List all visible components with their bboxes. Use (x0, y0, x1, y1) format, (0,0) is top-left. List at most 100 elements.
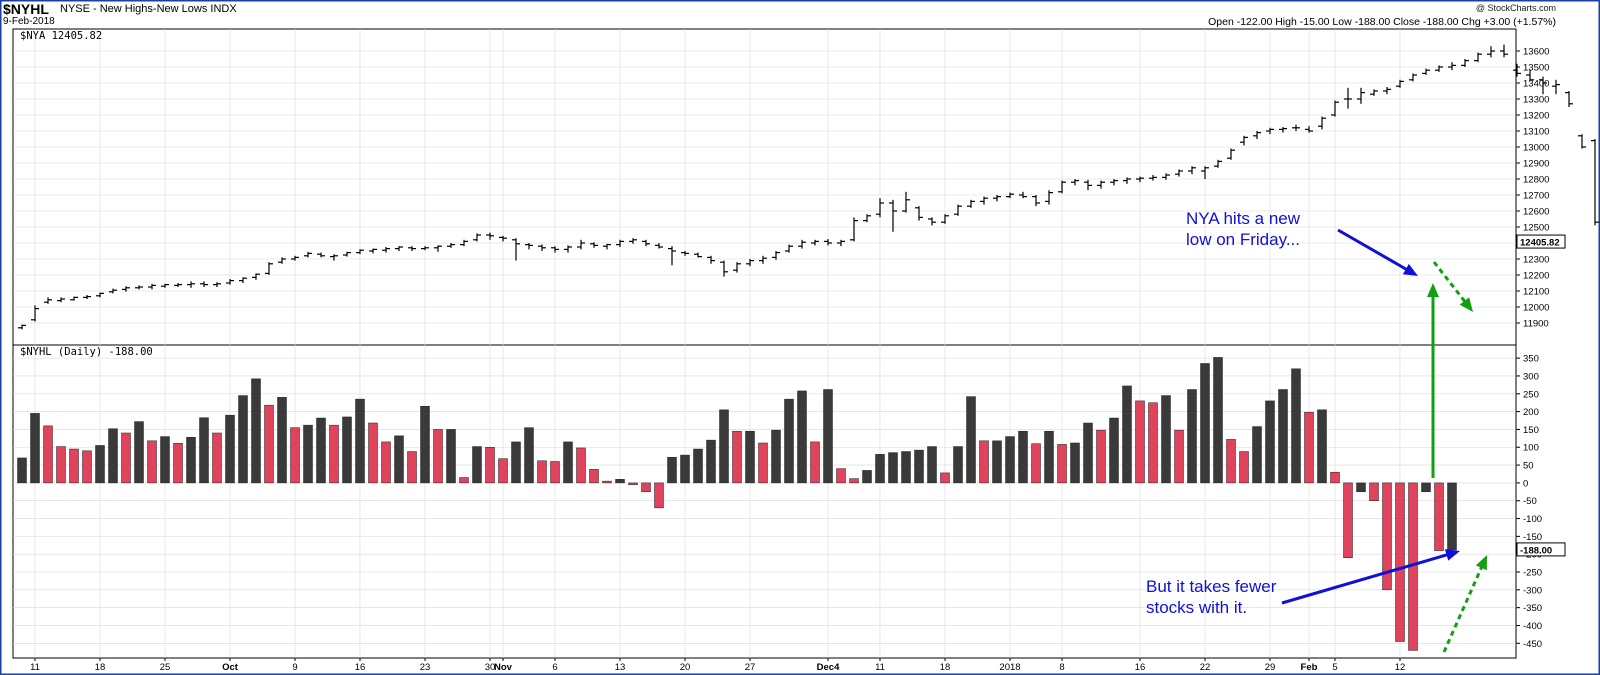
nyhl-y-tick-label: 0 (1523, 478, 1528, 489)
nyhl-bar (628, 482, 638, 485)
nyhl-bar (966, 396, 976, 484)
nyhl-bar (1070, 442, 1080, 484)
nyhl-bar (862, 470, 872, 484)
price-y-tick-label: 12600 (1523, 207, 1549, 218)
nyhl-bar (368, 422, 378, 484)
nyhl-bar (940, 472, 950, 484)
nyhl-bar (836, 468, 846, 484)
nyhl-bar (199, 417, 209, 484)
nyhl-bar (914, 449, 924, 484)
blue-arrow-top (1337, 228, 1411, 273)
nyhl-bar (69, 448, 79, 484)
green-dotted-arrow-bottom-head (1475, 555, 1487, 571)
nyhl-bar (589, 469, 599, 484)
nyhl-bar (927, 446, 937, 484)
nyhl-bar (615, 479, 625, 484)
nyhl-bar (563, 441, 573, 484)
nyhl-bar (342, 416, 352, 484)
price-panel-label: $NYA 12405.82 (20, 30, 103, 42)
nyhl-bar (537, 460, 547, 484)
nyhl-y-tick-label: -100 (1523, 514, 1542, 525)
nyhl-bar (407, 451, 417, 484)
nyhl-last-value-tag: -188.00 (1516, 542, 1566, 557)
nyhl-bar (1421, 482, 1431, 493)
quote-summary: Open -122.00 High -15.00 Low -188.00 Clo… (1208, 16, 1556, 28)
nyhl-bar (654, 482, 664, 509)
x-tick-label: 16 (1135, 662, 1146, 673)
nyhl-bar (329, 424, 339, 484)
nyhl-y-tick-label: 200 (1523, 407, 1539, 418)
nyhl-bar (875, 454, 885, 484)
ticker-tag: INDX (210, 3, 237, 15)
blue-arrow-bottom-head (1444, 549, 1460, 561)
nyhl-bar (121, 432, 131, 484)
nyhl-bar (1317, 409, 1327, 484)
price-y-tick-label: 13200 (1523, 111, 1549, 122)
price-y-tick-label: 12500 (1523, 223, 1549, 234)
x-tick-label: Nov (494, 662, 513, 673)
x-tick-label: Feb (1301, 662, 1318, 673)
nyhl-bar (56, 446, 66, 484)
x-tick-label: 23 (420, 662, 431, 673)
nyhl-bar (420, 406, 430, 484)
nyhl-bar (1005, 436, 1015, 484)
price-y-tick-label: 11900 (1523, 319, 1549, 330)
x-tick-label: 22 (1200, 662, 1211, 673)
nyhl-bar (1109, 417, 1119, 484)
nyhl-bar (446, 429, 456, 484)
price-y-tick-label: 13000 (1523, 143, 1549, 154)
nyhl-bar (82, 450, 92, 484)
nyhl-bar (1161, 395, 1171, 484)
nyhl-y-tick-label: -150 (1523, 532, 1542, 543)
nyhl-bar (108, 428, 118, 484)
nyhl-bar (797, 390, 807, 484)
nyhl-bar (1226, 439, 1236, 484)
nyhl-bar (277, 397, 287, 484)
annotation-nya-new-low: NYA hits a new low on Friday... (1186, 209, 1301, 249)
nyhl-bar (238, 395, 248, 484)
nyhl-bar (264, 404, 274, 484)
nyhl-bar (550, 461, 560, 484)
nyhl-bar (693, 448, 703, 484)
nyhl-bar (524, 427, 534, 484)
nyhl-bar (1343, 482, 1353, 559)
nyhl-bar (1044, 430, 1054, 484)
price-y-tick-label: 13300 (1523, 95, 1549, 106)
nyhl-bar (1330, 471, 1340, 484)
nyhl-bar (732, 430, 742, 484)
x-tick-label: 18 (95, 662, 106, 673)
x-tick-label: 18 (940, 662, 951, 673)
nyhl-bar (381, 441, 391, 484)
nyhl-bar (1057, 444, 1067, 484)
nyhl-bar (758, 442, 768, 484)
nyhl-bar (251, 378, 261, 484)
ticker-name: NYSE - New Highs-New Lows (60, 3, 208, 15)
nyhl-bar (1200, 363, 1210, 484)
nyhl-bar (1278, 389, 1288, 484)
nyhl-bar (901, 451, 911, 484)
nyhl-bar (290, 427, 300, 484)
nyhl-bar (1174, 429, 1184, 484)
nyhl-bar (1239, 451, 1249, 484)
x-tick-label: 27 (745, 662, 756, 673)
price-y-tick-label: 12800 (1523, 175, 1549, 186)
nyhl-y-tick-label: 150 (1523, 425, 1539, 436)
nyhl-bar (576, 447, 586, 484)
nyhl-bar (472, 446, 482, 484)
nyhl-bar (173, 443, 183, 484)
x-tick-label: 8 (1059, 662, 1064, 673)
green-arrow-vertical-head (1427, 283, 1439, 297)
x-tick-label: 25 (160, 662, 171, 673)
nyhl-last-value-tag-text: -188.00 (1520, 545, 1552, 556)
nyhl-bar (485, 446, 495, 484)
nyhl-bar (1018, 430, 1028, 484)
nyhl-bar (30, 413, 40, 484)
x-tick-label: Oct (222, 662, 239, 673)
x-tick-label: 12 (1395, 662, 1406, 673)
nyhl-bar (1291, 368, 1301, 484)
nyhl-bar (667, 456, 677, 484)
price-y-tick-label: 12700 (1523, 191, 1549, 202)
nyhl-bar (1096, 429, 1106, 484)
nyhl-bar (1148, 402, 1158, 484)
